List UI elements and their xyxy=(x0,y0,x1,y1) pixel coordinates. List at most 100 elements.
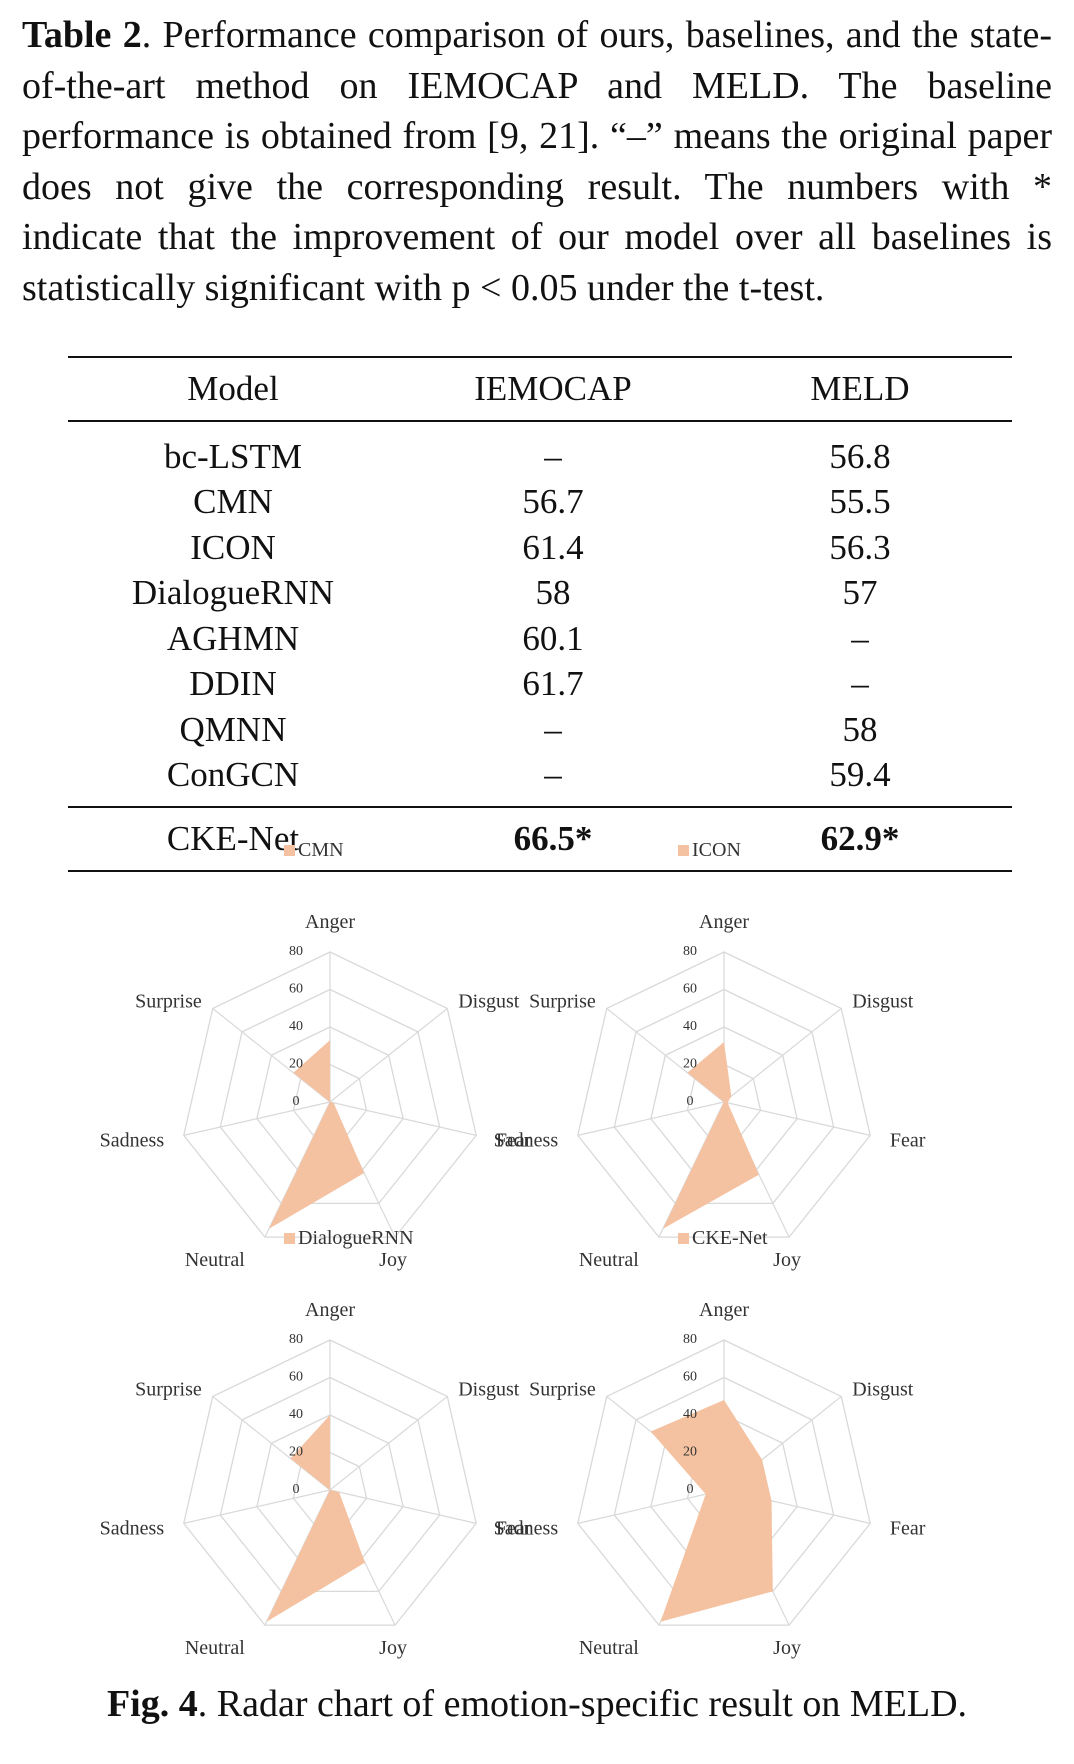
radar-axis-label: Fear xyxy=(496,1129,532,1151)
radar-spoke xyxy=(264,1489,331,1626)
radar-tick-label: 0 xyxy=(687,1482,694,1497)
figure-caption: Fig. 4. Radar chart of emotion-specific … xyxy=(0,1682,1074,1726)
legend-label: CMN xyxy=(298,839,344,861)
radar-axis-label: Neutral xyxy=(579,1637,639,1659)
radar-spoke xyxy=(212,1396,331,1491)
radar-axis-label: Joy xyxy=(773,1249,801,1271)
radar-axis-label: Disgust xyxy=(852,991,914,1013)
radar-axis-label: Surprise xyxy=(529,991,596,1013)
header-model: Model xyxy=(68,356,398,422)
radar-grid-ring xyxy=(577,951,871,1238)
radar-spoke xyxy=(329,1008,448,1103)
legend-swatch xyxy=(678,1233,689,1244)
radar-axis-label: Neutral xyxy=(579,1249,639,1271)
radar-tick-label: 60 xyxy=(683,1370,697,1385)
radar-spoke xyxy=(329,1489,477,1524)
radar-tick-label: 80 xyxy=(683,1332,697,1347)
radar-tick-label: 0 xyxy=(687,1094,694,1109)
meld-cell: – xyxy=(851,618,869,658)
model-cell: ConGCN xyxy=(166,755,300,795)
legend-label: DialogueRNN xyxy=(298,1227,414,1249)
radar-axis-label: Joy xyxy=(379,1637,407,1659)
radar-spoke xyxy=(723,1008,842,1103)
radar-spoke xyxy=(212,1008,331,1103)
iemocap-cell: 66.5* xyxy=(398,806,708,872)
radar-axis-label: Disgust xyxy=(458,991,520,1013)
model-cell: QMNN xyxy=(179,709,287,749)
radar-grid-ring xyxy=(219,1376,441,1593)
table-caption: Table 2. Performance comparison of ours,… xyxy=(22,10,1052,313)
model-cell: ICON xyxy=(190,527,276,567)
model-cell: CMN xyxy=(193,482,273,522)
radar-axis-label: Surprise xyxy=(135,1379,202,1401)
radar-tick-label: 20 xyxy=(683,1057,697,1072)
radar-tick-label: 20 xyxy=(289,1445,303,1460)
radar-tick-label: 60 xyxy=(683,982,697,997)
results-table: Model IEMOCAP MELD bc-LSTM – 56.8 CMN 56… xyxy=(68,356,1012,872)
radar-spoke xyxy=(577,1489,725,1524)
radar-spoke xyxy=(658,1101,725,1238)
radar-axis-label: Joy xyxy=(773,1637,801,1659)
legend-swatch xyxy=(284,845,295,856)
meld-cell: 62.9* xyxy=(708,806,1012,872)
meld-cell: 56.8 xyxy=(829,436,891,476)
radar-spoke xyxy=(577,1101,725,1136)
iemocap-cell: 61.7 xyxy=(522,664,584,704)
legend-label: CKE-Net xyxy=(692,1227,768,1249)
radar-tick-label: 80 xyxy=(289,1332,303,1347)
iemocap-cell: 60.1 xyxy=(522,618,584,658)
radar-axis-label: Disgust xyxy=(458,1379,520,1401)
table-caption-label: Table 2 xyxy=(22,14,142,56)
radar-axis-label: Sadness xyxy=(494,1129,559,1151)
meld-cell: 58 xyxy=(842,709,878,749)
radar-axis-label: Fear xyxy=(890,1517,926,1539)
radar-spoke xyxy=(723,1101,871,1136)
header-meld: MELD xyxy=(708,356,1012,422)
table-row: DialogueRNN 58 57 xyxy=(68,571,1012,617)
radar-axis-label: Disgust xyxy=(852,1379,914,1401)
radar-tick-label: 40 xyxy=(683,1019,697,1034)
radar-series-area xyxy=(650,1400,773,1622)
table-row: DDIN 61.7 – xyxy=(68,662,1012,708)
radar-tick-label: 60 xyxy=(289,982,303,997)
radar-tick-label: 60 xyxy=(289,1370,303,1385)
radar-tick-label: 20 xyxy=(289,1057,303,1072)
meld-cell: 57 xyxy=(842,573,878,613)
iemocap-cell: – xyxy=(544,755,562,795)
meld-cell: 56.3 xyxy=(829,527,891,567)
radar-tick-label: 20 xyxy=(683,1445,697,1460)
figure-caption-label: Fig. 4 xyxy=(106,1683,198,1725)
radar-series-area xyxy=(268,1040,365,1229)
radar-axis-label: Sadness xyxy=(100,1129,165,1151)
radar-axis-label: Joy xyxy=(379,1249,407,1271)
meld-cell: 55.5 xyxy=(829,482,891,522)
table-row: ICON 61.4 56.3 xyxy=(68,525,1012,571)
model-cell: AGHMN xyxy=(166,618,300,658)
header-iemocap: IEMOCAP xyxy=(398,356,708,422)
iemocap-cell: 61.4 xyxy=(522,527,584,567)
radar-spoke xyxy=(606,1008,725,1103)
radar-axis-label: Anger xyxy=(305,1299,355,1321)
radar-tick-label: 0 xyxy=(293,1094,300,1109)
table-row: ConGCN – 59.4 xyxy=(68,753,1012,808)
radar-axis-label: Anger xyxy=(699,1299,749,1321)
table-row-ours: CKE-Net 66.5* 62.9* xyxy=(68,806,1012,872)
table-row: bc-LSTM – 56.8 xyxy=(68,421,1012,480)
iemocap-cell: – xyxy=(544,709,562,749)
radar-axis-label: Surprise xyxy=(135,991,202,1013)
radar-tick-label: 40 xyxy=(289,1019,303,1034)
radar-spoke xyxy=(329,1396,448,1491)
radar-grid-ring xyxy=(183,951,477,1238)
iemocap-cell: 56.7 xyxy=(522,482,584,522)
table-row: AGHMN 60.1 – xyxy=(68,616,1012,662)
radar-axis-label: Neutral xyxy=(185,1637,245,1659)
radar-tick-label: 0 xyxy=(293,1482,300,1497)
meld-cell: 59.4 xyxy=(829,755,891,795)
radar-grid-ring xyxy=(183,1339,477,1626)
model-cell: DDIN xyxy=(189,664,277,704)
legend-label: ICON xyxy=(692,839,741,861)
meld-cell: – xyxy=(851,664,869,704)
